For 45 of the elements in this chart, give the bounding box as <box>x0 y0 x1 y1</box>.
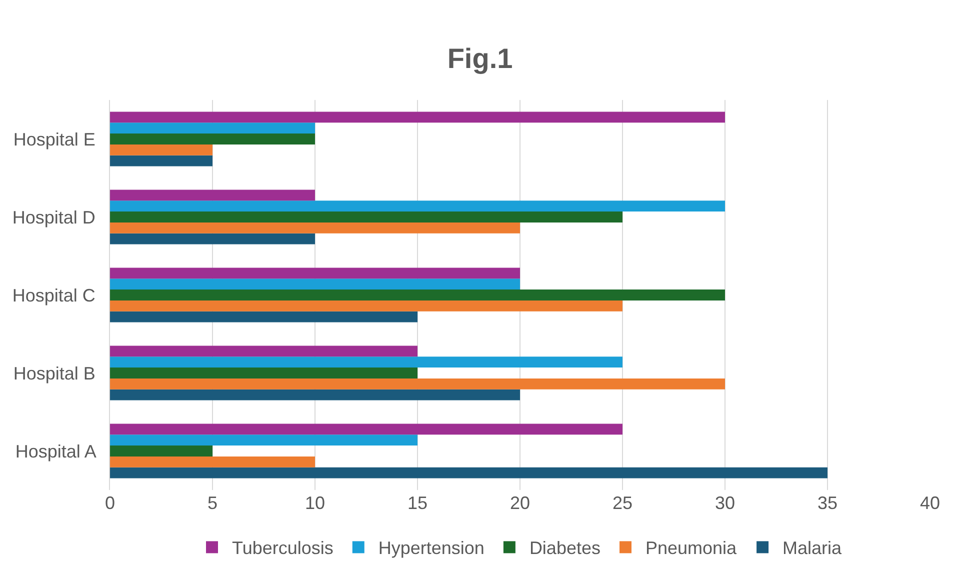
bar <box>110 368 418 378</box>
x-tick-label: 35 <box>817 493 838 513</box>
y-tick-label: Hospital D <box>12 207 106 228</box>
bar <box>110 434 418 446</box>
bar <box>110 424 622 435</box>
x-tick-label: 5 <box>207 493 218 513</box>
x-tick-label: 40 <box>920 493 940 513</box>
bar <box>110 346 418 357</box>
bar <box>110 356 622 368</box>
bar <box>110 456 315 468</box>
bar <box>110 233 315 244</box>
x-tick-label: 25 <box>612 493 633 513</box>
bar <box>110 155 212 166</box>
legend-label: Pneumonia <box>645 538 738 558</box>
bar <box>110 200 725 212</box>
bar <box>110 278 520 290</box>
bar <box>110 446 212 456</box>
x-tick-label: 10 <box>304 493 326 513</box>
y-tick-label: Hospital A <box>15 441 106 462</box>
bar <box>110 122 315 134</box>
x-tick-label: 15 <box>407 493 428 513</box>
bar <box>110 112 725 123</box>
y-tick-label: Hospital E <box>13 129 106 150</box>
bar <box>110 212 622 222</box>
bar <box>110 311 418 322</box>
bar <box>110 222 520 234</box>
bar <box>110 290 725 300</box>
y-tick-label: Hospital C <box>12 285 106 306</box>
bar <box>110 300 622 312</box>
x-tick-label: 20 <box>510 493 530 513</box>
bar <box>110 268 520 279</box>
legend-label: Diabetes <box>529 538 600 558</box>
bar <box>110 389 520 400</box>
legend-label: Tuberculosis <box>232 538 334 558</box>
bar <box>110 190 315 201</box>
bar <box>110 378 725 390</box>
bar <box>110 467 828 478</box>
y-tick-label: Hospital B <box>13 363 106 384</box>
bar <box>110 134 315 144</box>
legend-label: Malaria <box>782 538 843 558</box>
chart-title: Fig.1 <box>447 42 513 74</box>
legend-label: Hypertension <box>378 538 484 558</box>
x-tick-label: 30 <box>714 493 736 513</box>
x-tick-label: 0 <box>104 493 116 513</box>
bar <box>110 144 212 156</box>
